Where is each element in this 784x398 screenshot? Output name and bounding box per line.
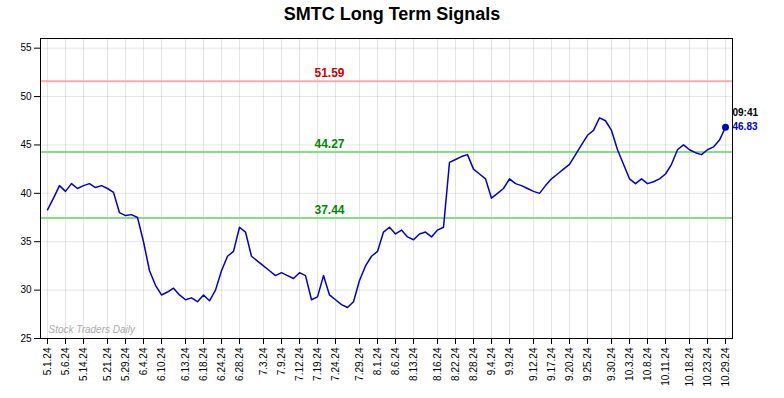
svg-text:7.19.24: 7.19.24 (312, 347, 323, 381)
svg-text:8.28.24: 8.28.24 (468, 347, 479, 381)
svg-text:10.18.24: 10.18.24 (684, 347, 695, 386)
svg-text:9.30.24: 9.30.24 (606, 347, 617, 381)
svg-text:8.6.24: 8.6.24 (390, 347, 401, 375)
svg-text:6.10.24: 6.10.24 (156, 347, 167, 381)
svg-text:6.28.24: 6.28.24 (234, 347, 245, 381)
svg-text:9.12.24: 9.12.24 (528, 347, 539, 381)
svg-text:5.1.24: 5.1.24 (42, 347, 53, 375)
svg-text:37.44: 37.44 (314, 203, 344, 217)
svg-text:10.23.24: 10.23.24 (702, 347, 713, 386)
svg-text:30: 30 (20, 284, 32, 295)
svg-text:6.18.24: 6.18.24 (198, 347, 209, 381)
svg-text:5.14.24: 5.14.24 (78, 347, 89, 381)
svg-text:6.4.24: 6.4.24 (138, 347, 149, 375)
svg-text:9.17.24: 9.17.24 (546, 347, 557, 381)
svg-text:7.29.24: 7.29.24 (354, 347, 365, 381)
svg-text:40: 40 (20, 188, 32, 199)
svg-text:44.27: 44.27 (314, 137, 344, 151)
svg-text:6.13.24: 6.13.24 (180, 347, 191, 381)
svg-text:7.9.24: 7.9.24 (276, 347, 287, 375)
html-text:SMTC Long Term Signals: SMTC Long Term Signals (283, 4, 501, 24)
svg-text:6.24.24: 6.24.24 (216, 347, 227, 381)
svg-text:9.4.24: 9.4.24 (486, 347, 497, 375)
svg-text:9.20.24: 9.20.24 (564, 347, 575, 381)
svg-text:10.8.24: 10.8.24 (642, 347, 653, 381)
svg-text:5.21.24: 5.21.24 (102, 347, 113, 381)
svg-text:45: 45 (20, 139, 32, 150)
svg-text:9.9.24: 9.9.24 (504, 347, 515, 375)
svg-text:50: 50 (20, 91, 32, 102)
svg-text:7.3.24: 7.3.24 (258, 347, 269, 375)
svg-text:7.12.24: 7.12.24 (294, 347, 305, 381)
svg-text:5.6.24: 5.6.24 (60, 347, 71, 375)
svg-text:10.3.24: 10.3.24 (624, 347, 635, 381)
svg-text:8.13.24: 8.13.24 (408, 347, 419, 381)
svg-text:35: 35 (20, 236, 32, 247)
svg-text:10.29.24: 10.29.24 (720, 347, 731, 386)
svg-text:55: 55 (20, 42, 32, 53)
svg-text:9.25.24: 9.25.24 (582, 347, 593, 381)
svg-text:10.11.24: 10.11.24 (660, 347, 671, 386)
svg-text:25: 25 (20, 333, 32, 344)
svg-text:8.1.24: 8.1.24 (372, 347, 383, 375)
svg-text:Stock Traders Daily: Stock Traders Daily (49, 324, 137, 335)
svg-text:5.29.24: 5.29.24 (120, 347, 131, 381)
svg-text:7.24.24: 7.24.24 (330, 347, 341, 381)
svg-text:51.59: 51.59 (314, 66, 344, 80)
svg-text:46.83: 46.83 (733, 121, 758, 132)
svg-text:09:41: 09:41 (733, 107, 759, 118)
svg-text:8.22.24: 8.22.24 (450, 347, 461, 381)
svg-text:8.16.24: 8.16.24 (432, 347, 443, 381)
